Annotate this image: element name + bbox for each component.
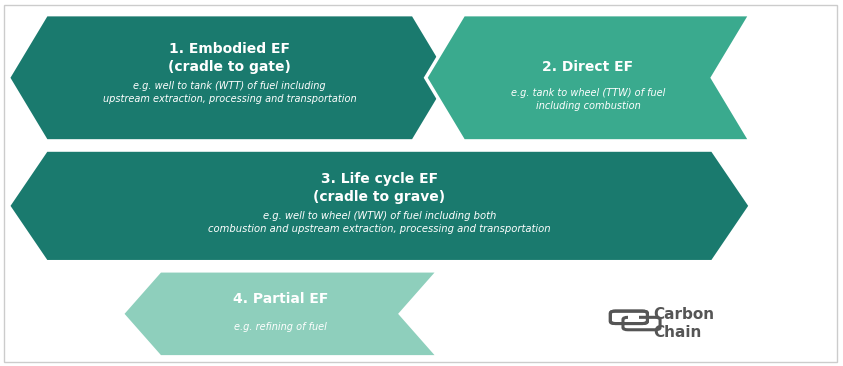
Polygon shape — [122, 271, 438, 357]
Text: Carbon
Chain: Carbon Chain — [653, 307, 715, 340]
Text: e.g. refining of fuel: e.g. refining of fuel — [234, 322, 327, 332]
FancyBboxPatch shape — [628, 313, 639, 321]
Polygon shape — [8, 15, 451, 141]
Text: e.g. well to tank (WTT) of fuel including
upstream extraction, processing and tr: e.g. well to tank (WTT) of fuel includin… — [103, 81, 357, 104]
FancyBboxPatch shape — [628, 320, 639, 328]
Text: e.g. well to wheel (WTW) of fuel including both
combustion and upstream extracti: e.g. well to wheel (WTW) of fuel includi… — [208, 211, 550, 234]
Text: 2. Direct EF: 2. Direct EF — [542, 60, 634, 74]
Text: 4. Partial EF: 4. Partial EF — [233, 292, 328, 306]
Text: 1. Embodied EF
(cradle to gate): 1. Embodied EF (cradle to gate) — [169, 42, 291, 74]
Text: 3. Life cycle EF
(cradle to grave): 3. Life cycle EF (cradle to grave) — [314, 172, 445, 203]
Polygon shape — [8, 150, 750, 262]
Text: e.g. tank to wheel (TTW) of fuel
including combustion: e.g. tank to wheel (TTW) of fuel includi… — [511, 88, 665, 111]
Polygon shape — [426, 15, 750, 141]
